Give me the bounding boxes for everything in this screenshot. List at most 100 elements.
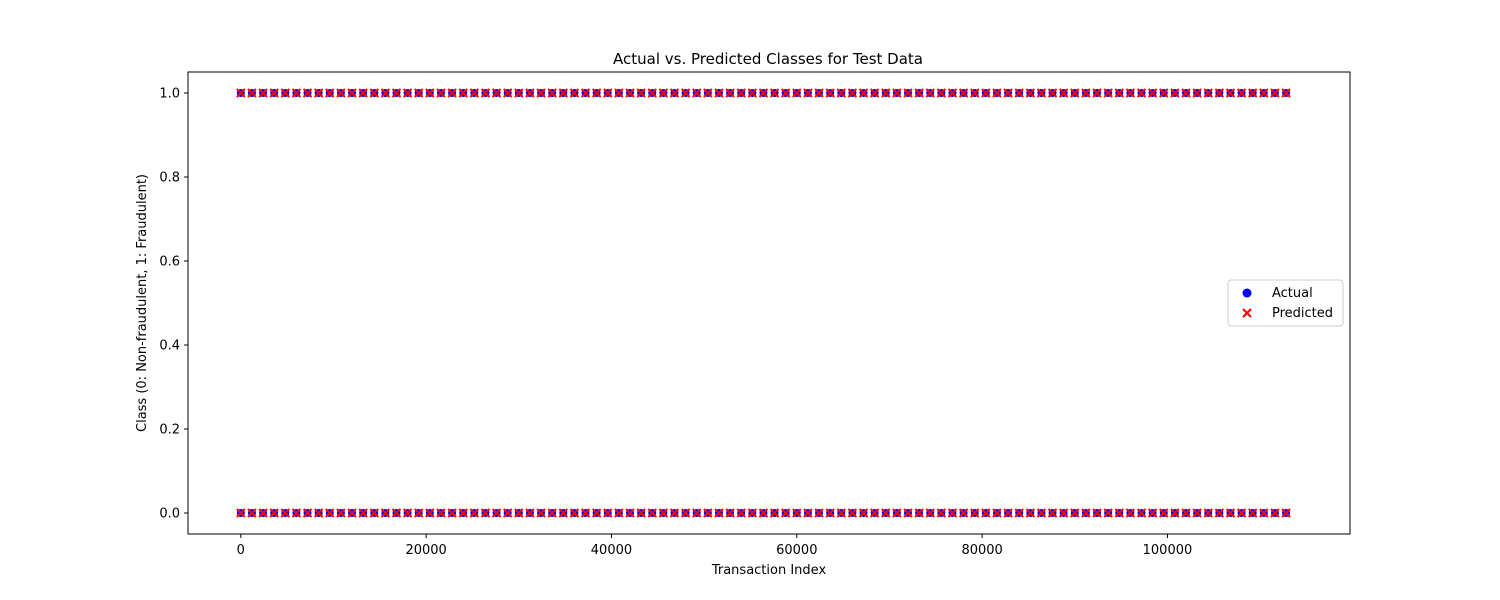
predicted-point: [536, 508, 546, 518]
predicted-point: [1136, 508, 1147, 518]
predicted-point: [1192, 88, 1202, 98]
predicted-point: [436, 508, 446, 518]
predicted-point: [313, 508, 324, 518]
predicted-point: [347, 508, 357, 518]
predicted-point: [1103, 508, 1113, 518]
predicted-point: [402, 508, 413, 518]
predicted-point: [947, 508, 958, 518]
y-tick-label: 0.2: [159, 423, 180, 438]
predicted-point: [1181, 508, 1191, 518]
predicted-point: [714, 508, 724, 518]
predicted-point: [1136, 88, 1147, 98]
predicted-point: [825, 508, 835, 518]
predicted-point: [981, 508, 991, 518]
predicted-point: [1270, 508, 1280, 518]
predicted-point: [636, 508, 646, 518]
predicted-point: [780, 88, 791, 98]
predicted-point: [1081, 508, 1091, 518]
predicted-point: [1247, 88, 1258, 98]
series-actual: [236, 89, 1291, 517]
predicted-point: [1225, 508, 1236, 518]
predicted-point: [803, 508, 813, 518]
predicted-point: [1192, 508, 1202, 518]
legend-marker-actual: [1242, 288, 1252, 298]
predicted-point: [758, 508, 769, 518]
predicted-point: [658, 508, 669, 518]
x-axis-ticks: 0 20000 40000 60000 80000 100000: [237, 534, 1192, 558]
predicted-point: [769, 508, 780, 518]
predicted-point: [925, 88, 935, 98]
predicted-point: [725, 508, 735, 518]
predicted-point: [525, 508, 535, 518]
predicted-point: [914, 88, 924, 98]
predicted-point: [625, 508, 635, 518]
predicted-point: [847, 508, 858, 518]
data-marks: [236, 88, 1291, 518]
predicted-point: [814, 508, 824, 518]
predicted-point: [1003, 508, 1013, 518]
predicted-point: [780, 508, 791, 518]
predicted-point: [558, 88, 568, 98]
predicted-point: [747, 508, 758, 518]
predicted-point: [836, 508, 846, 518]
predicted-point: [1014, 88, 1024, 98]
predicted-point: [480, 508, 491, 518]
predicted-point: [591, 508, 602, 518]
predicted-point: [1159, 88, 1169, 98]
predicted-point: [981, 88, 991, 98]
predicted-point: [1047, 88, 1058, 98]
predicted-point: [1025, 88, 1036, 98]
predicted-point: [380, 88, 391, 98]
predicted-point: [614, 88, 624, 98]
x-tick-label: 80000: [961, 543, 1002, 558]
predicted-point: [725, 88, 735, 98]
predicted-point: [703, 88, 713, 98]
plot-frame: [187, 71, 1351, 535]
predicted-point: [1214, 508, 1225, 518]
predicted-point: [881, 508, 891, 518]
predicted-point: [1181, 88, 1191, 98]
predicted-point: [1092, 508, 1102, 518]
predicted-point: [358, 88, 368, 98]
predicted-point: [992, 88, 1002, 98]
predicted-point: [903, 88, 913, 98]
predicted-point: [247, 88, 257, 98]
predicted-point: [291, 508, 302, 518]
predicted-point: [869, 88, 880, 98]
predicted-point: [569, 508, 580, 518]
predicted-point: [792, 88, 802, 98]
predicted-point: [280, 88, 291, 98]
x-tick-label: 40000: [591, 543, 632, 558]
predicted-point: [647, 508, 657, 518]
predicted-point: [1114, 88, 1124, 98]
predicted-point: [1281, 508, 1291, 518]
x-tick-label: 60000: [776, 543, 817, 558]
predicted-point: [1125, 88, 1136, 98]
predicted-point: [947, 88, 958, 98]
predicted-point: [414, 88, 424, 98]
y-tick-label: 1.0: [159, 87, 180, 102]
predicted-point: [502, 508, 513, 518]
predicted-point: [336, 508, 346, 518]
predicted-point: [525, 88, 535, 98]
predicted-point: [625, 88, 635, 98]
predicted-point: [1025, 508, 1036, 518]
predicted-point: [958, 508, 969, 518]
predicted-point: [892, 88, 902, 98]
predicted-point: [1236, 508, 1247, 518]
predicted-point: [1236, 88, 1247, 98]
predicted-point: [514, 508, 524, 518]
predicted-point: [1214, 88, 1225, 98]
predicted-point: [1170, 508, 1180, 518]
predicted-point: [847, 88, 858, 98]
predicted-point: [569, 88, 580, 98]
predicted-point: [558, 508, 568, 518]
predicted-point: [425, 88, 435, 98]
predicted-point: [603, 508, 613, 518]
predicted-point: [680, 508, 691, 518]
predicted-point: [1203, 88, 1213, 98]
predicted-point: [458, 88, 468, 98]
predicted-point: [881, 88, 891, 98]
predicted-point: [580, 508, 591, 518]
predicted-point: [869, 508, 880, 518]
